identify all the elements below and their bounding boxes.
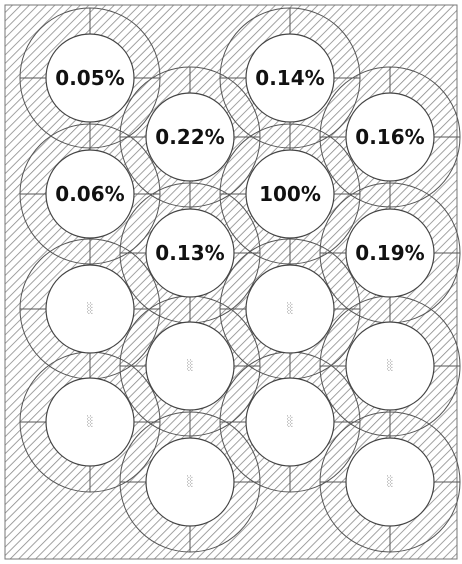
cell-disk: [145, 437, 235, 527]
cell-disk: [45, 377, 135, 467]
cell-r4c4: 0.19%: [345, 208, 435, 298]
percentage-label: 0.13%: [155, 241, 224, 265]
cell-disk: [345, 92, 435, 182]
cell-disk: [245, 33, 335, 123]
percentage-label: 100%: [259, 182, 321, 206]
cell-r5c3: ░: [245, 264, 335, 354]
cell-disk: [45, 264, 135, 354]
cell-placeholder-icon: ░: [287, 415, 293, 428]
cell-r7c3: ░: [245, 377, 335, 467]
cell-r3c1: 0.06%: [45, 149, 135, 239]
cell-r7c1: ░: [45, 377, 135, 467]
cell-r2c2: 0.22%: [145, 92, 235, 182]
cell-r1c1: 0.05%: [45, 33, 135, 123]
cell-r8c2: ░: [145, 437, 235, 527]
cell-placeholder-icon: ░: [387, 359, 393, 372]
cell-disk: [245, 377, 335, 467]
cell-r4c2: 0.13%: [145, 208, 235, 298]
cell-disk: [245, 149, 335, 239]
cell-placeholder-icon: ░: [287, 302, 293, 315]
percentage-label: 0.05%: [55, 66, 124, 90]
percentage-label: 0.19%: [355, 241, 424, 265]
cell-placeholder-icon: ░: [87, 302, 93, 315]
cell-disk: [245, 264, 335, 354]
cell-r1c3: 0.14%: [245, 33, 335, 123]
cell-placeholder-icon: ░: [187, 475, 193, 488]
percentage-label: 0.06%: [55, 182, 124, 206]
cell-r2c4: 0.16%: [345, 92, 435, 182]
cell-disk: [345, 321, 435, 411]
percentage-label: 0.22%: [155, 125, 224, 149]
cell-disk: [145, 321, 235, 411]
cell-r8c4: ░: [345, 437, 435, 527]
cell-disk: [45, 33, 135, 123]
cell-disk: [45, 149, 135, 239]
cell-disks: 0.05% 0.14% 0.22% 0.16% 0.06% 100% 0.13% 0.19% ░…: [45, 33, 435, 527]
cell-disk: [145, 92, 235, 182]
cell-disk: [145, 208, 235, 298]
percentage-label: 0.14%: [255, 66, 324, 90]
cell-r3c3: 100%: [245, 149, 335, 239]
cell-placeholder-icon: ░: [87, 415, 93, 428]
cell-r6c2: ░: [145, 321, 235, 411]
cell-disk: [345, 208, 435, 298]
cell-disk: [345, 437, 435, 527]
cell-r5c1: ░: [45, 264, 135, 354]
cell-r6c4: ░: [345, 321, 435, 411]
cell-placeholder-icon: ░: [387, 475, 393, 488]
percentage-label: 0.16%: [355, 125, 424, 149]
cell-placeholder-icon: ░: [187, 359, 193, 372]
